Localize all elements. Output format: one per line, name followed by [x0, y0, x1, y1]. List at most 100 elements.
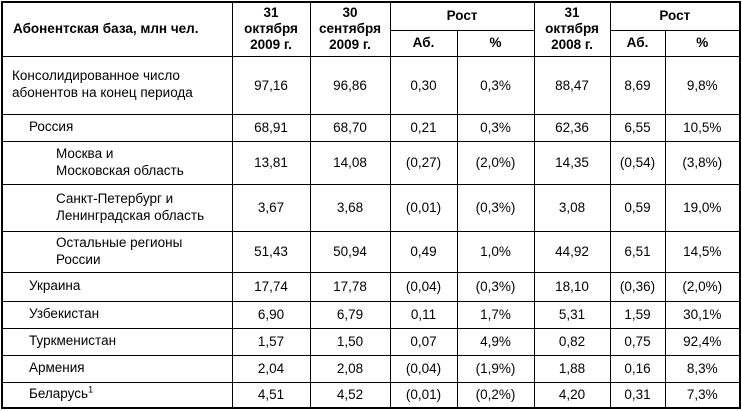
table-row: Узбекистан 6,90 6,79 0,11 1,7% 5,31 1,59 30,1%	[1, 300, 741, 329]
value-cell: 0,3%	[456, 55, 535, 115]
table-body: Консолидированное число абонентов на кон…	[1, 55, 741, 409]
value-cell: 97,16	[231, 55, 311, 115]
value-cell: (3,8%)	[664, 140, 741, 185]
value-cell: 0,49	[389, 230, 458, 273]
value-cell: 3,08	[533, 183, 611, 232]
value-cell: 51,43	[231, 230, 311, 273]
header-row-1: Абонентская база, млн чел. 31 октября 20…	[1, 1, 741, 57]
value-cell: 50,94	[309, 230, 391, 273]
value-cell: 1,7%	[456, 300, 535, 329]
value-cell: (0,04)	[389, 271, 458, 302]
row-label: Беларусь1	[1, 381, 233, 409]
value-cell: 0,31	[609, 381, 666, 409]
column-header-abs-1: Аб.	[389, 29, 458, 57]
value-cell: (1,9%)	[456, 354, 535, 383]
value-cell: 0,11	[389, 300, 458, 329]
value-cell: (0,27)	[389, 140, 458, 185]
value-cell: 0,82	[533, 327, 611, 356]
value-cell: 4,9%	[456, 327, 535, 356]
value-cell: 9,8%	[664, 55, 741, 115]
value-cell: 14,08	[309, 140, 391, 185]
value-cell: 14,35	[533, 140, 611, 185]
value-cell: 18,10	[533, 271, 611, 302]
header-row-2: Аб. % Аб. %	[2, 29, 741, 57]
table-row: Остальные регионы России 51,43 50,94 0,49 1,…	[1, 230, 741, 273]
table-header: Абонентская база, млн чел. 31 октября 20…	[1, 1, 741, 57]
row-label: Остальные регионы России	[1, 230, 233, 273]
table-row: Россия 68,91 68,70 0,21 0,3% 62,36 6,55 10,5%	[1, 113, 741, 142]
column-header-growth-vs-prev-month: Рост	[389, 1, 535, 31]
column-header-oct-31-2008: 31 октября 2008 г.	[533, 1, 611, 57]
value-cell: 0,21	[389, 113, 458, 142]
value-cell: 3,68	[309, 183, 391, 232]
table-row: Армения 2,04 2,08 (0,04) (1,9%) 1,88 0,16 8,3%	[1, 354, 741, 383]
value-cell: 19,0%	[664, 183, 741, 232]
value-cell: (0,01)	[389, 183, 458, 232]
value-cell: 10,5%	[664, 113, 741, 142]
value-cell: 4,52	[309, 381, 391, 409]
table-row: Консолидированное число абонентов на кон…	[1, 55, 741, 115]
value-cell: 5,31	[533, 300, 611, 329]
value-cell: 0,59	[609, 183, 666, 232]
value-cell: (2,0%)	[664, 271, 741, 302]
value-cell: 14,5%	[664, 230, 741, 273]
value-cell: 8,3%	[664, 354, 741, 383]
value-cell: 7,3%	[664, 381, 741, 409]
value-cell: (0,2%)	[456, 381, 535, 409]
table-row: Санкт-Петербург и Ленинградская область 3…	[1, 183, 741, 232]
value-cell: 13,81	[231, 140, 311, 185]
value-cell: (2,0%)	[456, 140, 535, 185]
row-label: Узбекистан	[1, 300, 233, 329]
value-cell: 4,20	[533, 381, 611, 409]
value-cell: (0,36)	[609, 271, 666, 302]
value-cell: 6,51	[609, 230, 666, 273]
value-cell: 1,88	[533, 354, 611, 383]
value-cell: 30,1%	[664, 300, 741, 329]
value-cell: (0,54)	[609, 140, 666, 185]
value-cell: 17,78	[309, 271, 391, 302]
value-cell: 1,50	[309, 327, 391, 356]
value-cell: 68,70	[309, 113, 391, 142]
row-label: Россия	[1, 113, 233, 142]
row-label: Туркменистан	[1, 327, 233, 356]
value-cell: (0,04)	[389, 354, 458, 383]
row-label: Консолидированное число абонентов на кон…	[1, 55, 233, 115]
value-cell: 8,69	[609, 55, 666, 115]
table-row: Украина 17,74 17,78 (0,04) (0,3%) 18,10 (0,36)…	[1, 271, 741, 302]
value-cell: 17,74	[231, 271, 311, 302]
value-cell: 88,47	[533, 55, 611, 115]
column-header-abs-2: Аб.	[609, 29, 666, 57]
value-cell: 3,67	[231, 183, 311, 232]
value-cell: 0,07	[389, 327, 458, 356]
column-header-growth-vs-prev-year: Рост	[609, 1, 741, 31]
value-cell: 62,36	[533, 113, 611, 142]
value-cell: 6,90	[231, 300, 311, 329]
row-label: Санкт-Петербург и Ленинградская область	[1, 183, 233, 232]
value-cell: (0,3%)	[456, 271, 535, 302]
value-cell: 6,79	[309, 300, 391, 329]
value-cell: 2,08	[309, 354, 391, 383]
value-cell: 0,3%	[456, 113, 535, 142]
value-cell: 0,75	[609, 327, 666, 356]
column-header-subscriber-base: Абонентская база, млн чел.	[1, 1, 233, 57]
table-row: Москва и Московская область 13,81 14,08 (0,…	[1, 140, 741, 185]
value-cell: 1,0%	[456, 230, 535, 273]
value-cell: (0,3%)	[456, 183, 535, 232]
row-label: Армения	[1, 354, 233, 383]
value-cell: (0,01)	[389, 381, 458, 409]
column-header-oct-31-2009: 31 октября 2009 г.	[231, 1, 311, 57]
value-cell: 44,92	[533, 230, 611, 273]
column-header-pct-1: %	[456, 29, 535, 57]
footnote-marker: 1	[88, 384, 94, 396]
row-label: Украина	[1, 271, 233, 302]
column-header-pct-2: %	[664, 29, 741, 57]
value-cell: 96,86	[309, 55, 391, 115]
value-cell: 1,57	[231, 327, 311, 356]
value-cell: 68,91	[231, 113, 311, 142]
value-cell: 92,4%	[664, 327, 741, 356]
value-cell: 4,51	[231, 381, 311, 409]
value-cell: 6,55	[609, 113, 666, 142]
table-row: Туркменистан 1,57 1,50 0,07 4,9% 0,82 0,75 92,4…	[1, 327, 741, 356]
